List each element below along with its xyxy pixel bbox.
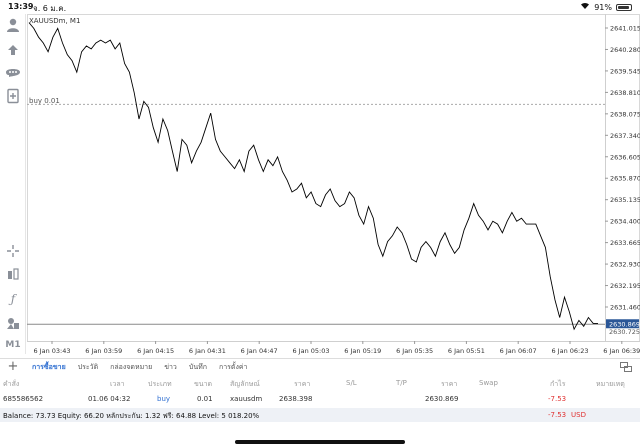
table-row[interactable]: 685586562 01.06 04:32 buy 0.01 xauusdm 2… — [0, 392, 640, 407]
x-tick-label: 6 Jan 05:35 — [396, 347, 433, 355]
wifi-icon — [580, 2, 590, 12]
tab-journal[interactable]: บันทึก — [188, 362, 207, 371]
total-profit: -7.53 — [548, 411, 567, 419]
x-tick-label: 6 Jan 05:19 — [344, 347, 381, 355]
x-tick-label: 6 Jan 04:47 — [241, 347, 278, 355]
layout-icon[interactable] — [620, 362, 632, 372]
timeframe-label: M1 — [5, 340, 21, 350]
currency-label: USD — [571, 411, 586, 419]
battery-icon — [616, 3, 632, 11]
header-swap: Swap — [479, 379, 498, 387]
tab-trade[interactable]: การซื้อขาย — [32, 362, 66, 371]
header-type: ประเภท — [148, 380, 172, 388]
account-icon[interactable] — [4, 16, 22, 34]
x-tick-label: 6 Jan 06:07 — [500, 347, 537, 355]
y-tick-label: 2632.930 — [610, 261, 640, 269]
header-order: คำสั่ง — [3, 380, 20, 388]
header-open-price: ราคา — [294, 380, 311, 388]
chart-frame — [27, 14, 640, 342]
y-tick-label: 2635.135 — [610, 196, 640, 204]
price-chart[interactable]: 2641.015 2640.280 2639.545 2638.810 2638.075… — [27, 14, 640, 356]
header-time: เวลา — [110, 380, 125, 388]
y-tick-label: 2638.810 — [610, 89, 640, 97]
header-sl: S/L — [346, 379, 357, 387]
x-tick-label: 6 Jan 04:15 — [137, 347, 174, 355]
order-size: 0.01 — [197, 395, 213, 403]
order-profit: -7.53 — [548, 395, 567, 403]
header-size: ขนาด — [194, 380, 213, 388]
x-tick-label: 6 Jan 05:51 — [448, 347, 485, 355]
status-right: 91% — [580, 2, 632, 12]
header-profit: กำไร — [550, 380, 566, 388]
indicators-icon[interactable] — [4, 266, 22, 284]
x-tick-label: 6 Jan 03:43 — [33, 347, 70, 355]
chart-canvas[interactable]: 2641.015 2640.280 2639.545 2638.810 2638.075… — [27, 14, 640, 356]
function-icon[interactable]: ƒ — [10, 292, 16, 306]
order-open-price: 2638.398 — [279, 395, 313, 403]
order-current-price: 2630.869 — [425, 395, 459, 403]
y-tick-label: 2634.400 — [610, 218, 640, 226]
tab-history[interactable]: ประวัติ — [77, 362, 99, 371]
chart-symbol: XAUUSDm, M1 — [29, 17, 81, 25]
order-id: 685586562 — [3, 395, 44, 403]
x-tick-label: 6 Jan 04:31 — [189, 347, 226, 355]
objects-icon[interactable] — [4, 314, 22, 332]
header-price: ราคา — [441, 380, 458, 388]
y-tick-label: 2635.870 — [610, 175, 640, 183]
y-tick-label: 2633.665 — [610, 239, 640, 247]
price-series-line — [28, 22, 598, 331]
order-symbol: xauusdm — [230, 395, 263, 403]
tab-settings[interactable]: การตั้งค่า — [218, 362, 248, 371]
left-toolbar: ƒ M1 — [0, 14, 26, 354]
new-order-icon[interactable] — [4, 87, 22, 105]
x-tick-label: 6 Jan 06:39 — [603, 347, 640, 355]
terminal-tabs: + การซื้อขาย ประวัติ กล่องจดหมาย ข่าว บั… — [0, 358, 640, 375]
header-note: หมายเหตุ — [596, 380, 625, 388]
status-bar: 13:39 จ. 6 ม.ค. 91% — [0, 0, 640, 14]
y-tick-label: 2636.605 — [610, 153, 640, 161]
current-price-tag — [606, 319, 639, 329]
add-icon[interactable]: + — [7, 359, 19, 374]
battery-percent: 91% — [594, 2, 612, 12]
tab-news[interactable]: ข่าว — [164, 362, 177, 371]
y-tick-label: 2641.015 — [610, 25, 640, 33]
x-tick-label: 6 Jan 05:03 — [292, 347, 329, 355]
timeframe-button[interactable]: M1 — [4, 336, 22, 354]
y-tick-label: 2632.195 — [610, 282, 640, 290]
header-tp: T/P — [396, 379, 407, 387]
balance-text: Balance: 73.73 Equity: 66.20 หลักประกัน:… — [3, 412, 260, 420]
home-indicator — [235, 440, 405, 444]
crosshair-icon[interactable] — [4, 242, 22, 260]
status-time: 13:39 — [8, 2, 34, 11]
buy-line-label: buy 0.01 — [29, 97, 60, 105]
y-tick-label: 2639.545 — [610, 67, 640, 75]
y-tick-label: 2637.340 — [610, 132, 640, 140]
order-type: buy — [157, 395, 171, 403]
current-price-value: 2630.869 — [609, 320, 640, 328]
y-tick-label: 2638.075 — [610, 110, 640, 118]
x-tick-label: 6 Jan 06:23 — [551, 347, 588, 355]
status-date: จ. 6 ม.ค. — [33, 4, 67, 13]
chat-icon[interactable] — [4, 64, 22, 82]
balance-bar: Balance: 73.73 Equity: 66.20 หลักประกัน:… — [0, 408, 640, 422]
trade-arrows-icon[interactable] — [4, 40, 22, 58]
orders-table-header: คำสั่ง เวลา ประเภท ขนาด สัญลักษณ์ ราคา S… — [0, 376, 640, 390]
header-symbol: สัญลักษณ์ — [230, 380, 260, 388]
order-time: 01.06 04:32 — [88, 395, 131, 403]
y-tick-label: 2640.280 — [610, 46, 640, 54]
tab-mailbox[interactable]: กล่องจดหมาย — [110, 362, 153, 371]
price-below-label: 2630.725 — [609, 328, 640, 336]
x-tick-label: 6 Jan 03:59 — [85, 347, 122, 355]
y-tick-label: 2631.460 — [610, 304, 640, 312]
